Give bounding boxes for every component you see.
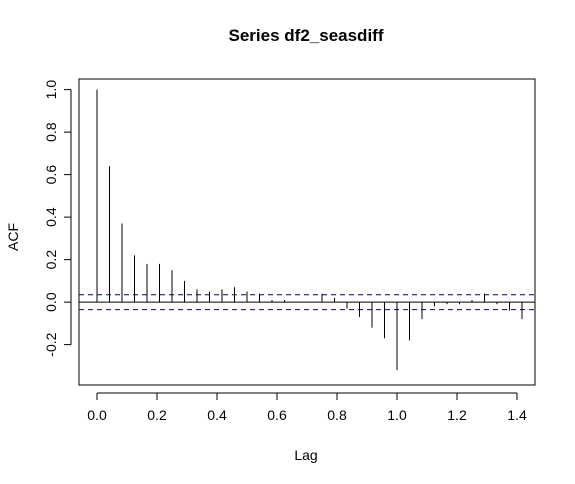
- y-tick-label: 0.6: [43, 165, 59, 185]
- x-tick-label: 1.4: [507, 407, 527, 423]
- plot-frame: [78, 78, 536, 386]
- x-axis-label: Lag: [294, 447, 317, 463]
- y-tick-label: 0.4: [43, 207, 59, 227]
- y-axis: -0.2 0.0 0.2 0.4 0.6 0.8 1.0: [43, 80, 72, 357]
- x-tick-label: 0.6: [267, 407, 287, 423]
- acf-bars: [96, 89, 523, 371]
- x-axis: 0.0 0.2 0.4 0.6 0.8 1.0 1.2 1.4: [87, 392, 527, 423]
- y-tick-label: 0.8: [43, 122, 59, 142]
- y-tick-label: -0.2: [43, 332, 59, 356]
- y-tick-label: 0.0: [43, 292, 59, 312]
- x-tick-label: 0.4: [207, 407, 227, 423]
- chart-title: Series df2_seasdiff: [229, 26, 384, 45]
- y-axis-label: ACF: [5, 223, 21, 251]
- x-tick-label: 1.0: [387, 407, 407, 423]
- y-tick-label: 0.2: [43, 250, 59, 270]
- y-tick-label: 1.0: [43, 80, 59, 100]
- x-tick-label: 0.0: [87, 407, 107, 423]
- x-tick-label: 0.8: [327, 407, 347, 423]
- x-tick-label: 0.2: [147, 407, 167, 423]
- x-tick-label: 1.2: [447, 407, 467, 423]
